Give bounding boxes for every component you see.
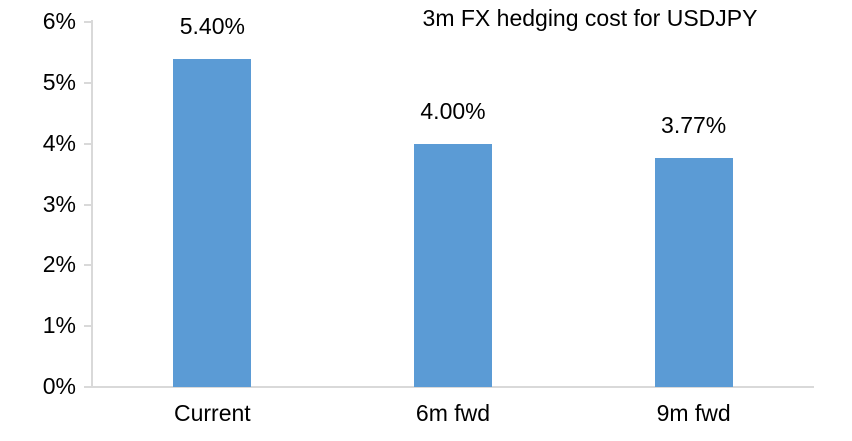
y-tick-label: 4% bbox=[42, 129, 76, 156]
y-tick-label: 2% bbox=[42, 251, 76, 278]
x-category-label: 9m fwd bbox=[656, 400, 731, 426]
y-tick-mark bbox=[84, 142, 92, 145]
y-tick-mark bbox=[84, 81, 92, 84]
y-tick-mark bbox=[84, 325, 92, 328]
y-axis-line bbox=[91, 20, 93, 388]
bar-data-label: 3.77% bbox=[661, 111, 727, 138]
y-tick-label: 0% bbox=[42, 373, 76, 399]
bar-data-label: 4.00% bbox=[420, 97, 486, 124]
chart-title: 3m FX hedging cost for USDJPY bbox=[422, 5, 758, 31]
bar-current bbox=[173, 58, 252, 387]
bar-6m-fwd bbox=[414, 143, 492, 387]
y-tick-mark bbox=[84, 203, 92, 206]
y-tick-label: 6% bbox=[42, 8, 76, 34]
x-category-label: Current bbox=[173, 400, 251, 426]
y-tick-mark bbox=[84, 386, 92, 388]
y-tick-mark bbox=[84, 21, 92, 23]
y-tick-label: 1% bbox=[42, 312, 76, 339]
y-tick-mark bbox=[84, 264, 92, 267]
bar-9m-fwd bbox=[654, 157, 733, 387]
y-tick-label: 3% bbox=[42, 190, 76, 217]
x-axis-line bbox=[92, 386, 814, 388]
bar-data-label: 5.40% bbox=[179, 12, 245, 39]
x-category-label: 6m fwd bbox=[415, 400, 491, 426]
y-tick-label: 5% bbox=[42, 68, 76, 95]
